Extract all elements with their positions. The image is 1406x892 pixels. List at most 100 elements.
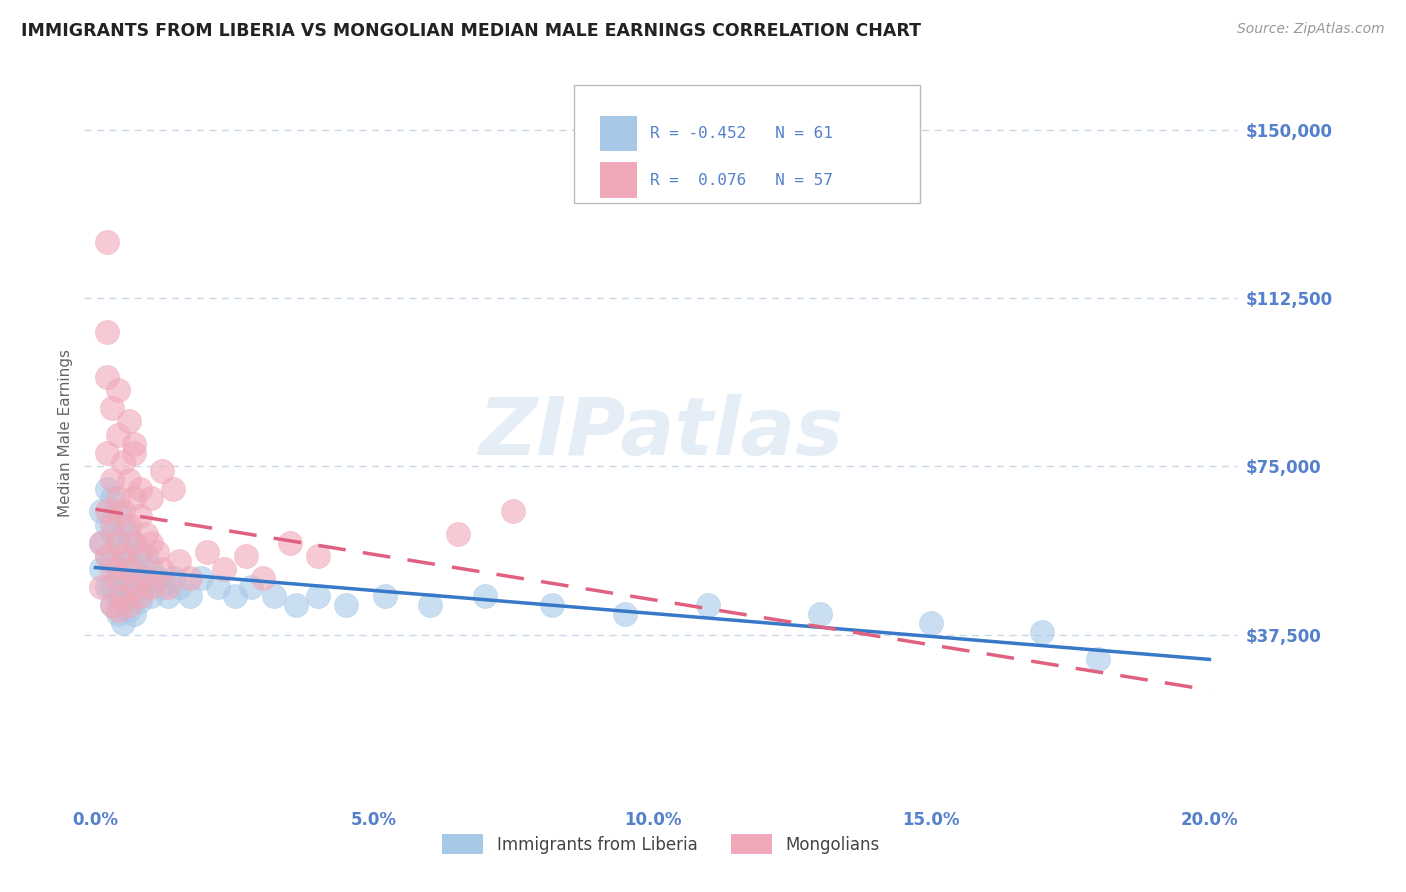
Point bbox=[101, 562, 124, 576]
Point bbox=[129, 590, 152, 604]
Point bbox=[112, 504, 135, 518]
Point bbox=[101, 473, 124, 487]
Point bbox=[112, 517, 135, 532]
Y-axis label: Median Male Earnings: Median Male Earnings bbox=[58, 349, 73, 516]
Point bbox=[112, 549, 135, 563]
Point bbox=[124, 535, 146, 549]
Point bbox=[1087, 652, 1109, 666]
Point bbox=[101, 553, 124, 567]
Point bbox=[252, 571, 274, 585]
Point bbox=[107, 562, 129, 576]
Point bbox=[96, 549, 118, 563]
Point bbox=[162, 571, 184, 585]
Point bbox=[129, 549, 152, 563]
Point bbox=[240, 581, 263, 595]
Text: Source: ZipAtlas.com: Source: ZipAtlas.com bbox=[1237, 22, 1385, 37]
Point bbox=[124, 491, 146, 505]
Point bbox=[135, 581, 157, 595]
Point bbox=[129, 571, 152, 585]
Point bbox=[141, 535, 163, 549]
Point bbox=[96, 446, 118, 460]
Point bbox=[118, 414, 141, 428]
Point bbox=[307, 549, 329, 563]
Point bbox=[124, 562, 146, 576]
Bar bbox=[600, 162, 637, 198]
Point bbox=[90, 535, 112, 549]
Point bbox=[90, 581, 112, 595]
Point bbox=[124, 590, 146, 604]
Point bbox=[141, 581, 163, 595]
Point bbox=[263, 590, 285, 604]
Point bbox=[107, 590, 129, 604]
Point bbox=[541, 599, 564, 613]
Point bbox=[101, 401, 124, 415]
Point bbox=[129, 544, 152, 558]
Point bbox=[697, 599, 720, 613]
Point bbox=[474, 590, 496, 604]
Point bbox=[107, 504, 129, 518]
Bar bbox=[600, 116, 637, 152]
Point bbox=[280, 535, 302, 549]
Point bbox=[920, 616, 942, 631]
Point bbox=[118, 603, 141, 617]
Point bbox=[118, 581, 141, 595]
Point bbox=[101, 581, 124, 595]
Point bbox=[285, 599, 308, 613]
Point bbox=[101, 526, 124, 541]
Point bbox=[150, 464, 173, 478]
Point bbox=[156, 581, 179, 595]
Point bbox=[129, 508, 152, 523]
Point bbox=[96, 235, 118, 249]
Point bbox=[145, 571, 167, 585]
Point bbox=[135, 549, 157, 563]
Point bbox=[179, 590, 201, 604]
Point bbox=[150, 581, 173, 595]
Point bbox=[96, 482, 118, 496]
Point bbox=[141, 491, 163, 505]
Point bbox=[96, 581, 118, 595]
Point bbox=[107, 383, 129, 397]
Point bbox=[502, 504, 524, 518]
Point bbox=[207, 581, 229, 595]
Point bbox=[446, 526, 468, 541]
Point bbox=[90, 562, 112, 576]
Point bbox=[118, 562, 141, 576]
Point bbox=[96, 369, 118, 384]
Point bbox=[335, 599, 357, 613]
Point bbox=[118, 553, 141, 567]
Point bbox=[107, 571, 129, 585]
Point bbox=[167, 581, 190, 595]
Point bbox=[124, 437, 146, 451]
Point bbox=[145, 544, 167, 558]
Point bbox=[808, 607, 831, 622]
Point bbox=[101, 599, 124, 613]
Point bbox=[101, 599, 124, 613]
Point bbox=[235, 549, 257, 563]
Point bbox=[124, 581, 146, 595]
Point bbox=[1031, 625, 1053, 640]
Point bbox=[190, 571, 212, 585]
Point bbox=[124, 446, 146, 460]
Point bbox=[96, 549, 118, 563]
Point bbox=[613, 607, 636, 622]
Point bbox=[124, 607, 146, 622]
Point bbox=[101, 491, 124, 505]
Point bbox=[112, 594, 135, 608]
Point bbox=[195, 544, 218, 558]
Point bbox=[124, 535, 146, 549]
Point bbox=[374, 590, 396, 604]
Point bbox=[118, 526, 141, 541]
Point bbox=[141, 590, 163, 604]
Point bbox=[90, 504, 112, 518]
Text: ZIPatlas: ZIPatlas bbox=[478, 393, 844, 472]
Point bbox=[96, 325, 118, 339]
Point bbox=[107, 428, 129, 442]
Point bbox=[90, 535, 112, 549]
Text: R = -0.452   N = 61: R = -0.452 N = 61 bbox=[651, 126, 834, 141]
Point bbox=[101, 517, 124, 532]
Point bbox=[135, 526, 157, 541]
Point bbox=[107, 491, 129, 505]
Point bbox=[162, 482, 184, 496]
Point bbox=[419, 599, 441, 613]
Point bbox=[118, 517, 141, 532]
